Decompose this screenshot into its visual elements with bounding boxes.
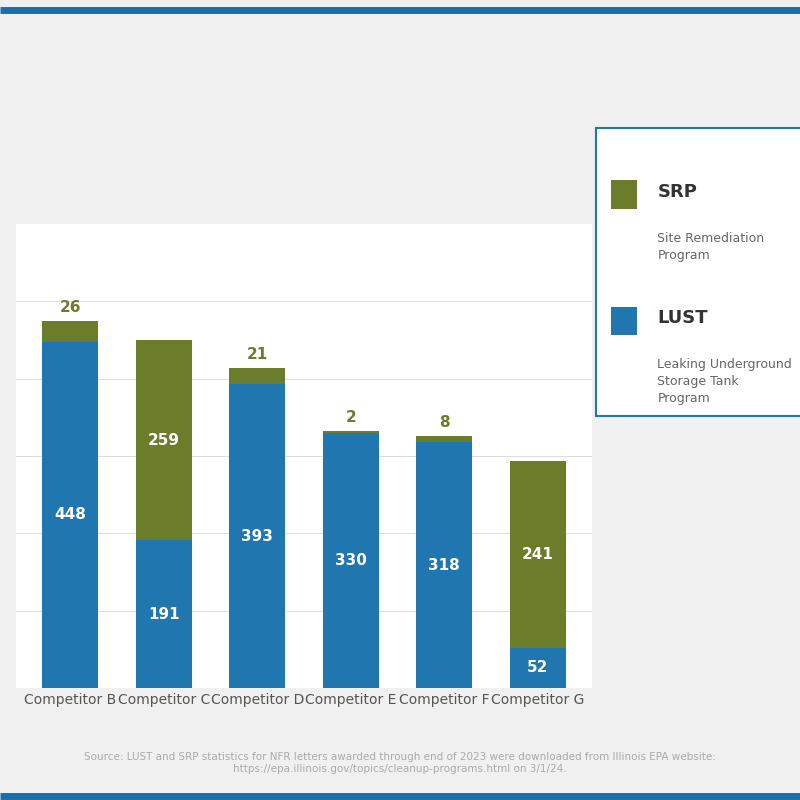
Bar: [42, 342, 98, 688]
Bar: [322, 431, 379, 433]
Bar: [611, 306, 637, 335]
Text: Site Remediation
Program: Site Remediation Program: [658, 232, 765, 262]
Bar: [136, 540, 192, 688]
Text: LUST: LUST: [658, 310, 708, 327]
Text: 393: 393: [242, 529, 273, 543]
Text: 241: 241: [522, 547, 554, 562]
Bar: [416, 436, 472, 442]
Text: SRP: SRP: [658, 182, 698, 201]
Bar: [510, 462, 566, 648]
Text: 448: 448: [54, 507, 86, 522]
Bar: [42, 322, 98, 342]
Text: 21: 21: [246, 346, 268, 362]
Bar: [229, 384, 286, 688]
Text: 2: 2: [346, 410, 356, 425]
Text: Source: LUST and SRP statistics for NFR letters awarded through end of 2023 were: Source: LUST and SRP statistics for NFR …: [84, 752, 716, 774]
Text: 52: 52: [527, 660, 549, 675]
Text: 8: 8: [439, 414, 450, 430]
Bar: [136, 340, 192, 540]
Bar: [229, 368, 286, 384]
Bar: [322, 433, 379, 688]
Text: 318: 318: [428, 558, 460, 573]
Text: 26: 26: [59, 300, 81, 315]
Bar: [510, 648, 566, 688]
Text: 330: 330: [335, 553, 366, 568]
Bar: [416, 442, 472, 688]
Bar: [611, 180, 637, 209]
Text: 259: 259: [148, 433, 180, 448]
Text: 191: 191: [148, 606, 179, 622]
Text: Leaking Underground
Storage Tank
Program: Leaking Underground Storage Tank Program: [658, 358, 792, 406]
